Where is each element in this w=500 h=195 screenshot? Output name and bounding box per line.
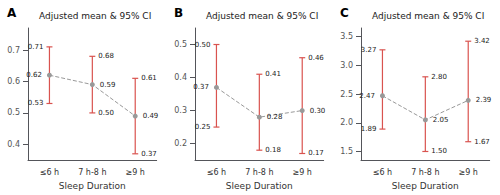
svg-text:0.4: 0.4 [174,73,187,82]
svg-text:1.5: 1.5 [340,147,353,156]
svg-text:Sleep Duration: Sleep Duration [226,181,293,191]
svg-text:0.37: 0.37 [193,83,209,91]
svg-text:0.62: 0.62 [26,71,42,79]
svg-text:0.17: 0.17 [308,149,324,157]
svg-text:≤6 h: ≤6 h [373,168,392,177]
svg-text:0.37: 0.37 [141,150,157,158]
svg-text:3.0: 3.0 [340,61,353,70]
svg-text:≥9 h: ≥9 h [459,168,478,177]
svg-text:0.49: 0.49 [143,112,159,120]
svg-text:2.80: 2.80 [431,73,447,81]
svg-text:≤6 h: ≤6 h [207,168,226,177]
svg-text:0.30: 0.30 [310,107,326,115]
svg-text:2.05: 2.05 [433,116,449,124]
svg-text:C: C [340,6,349,20]
svg-text:0.50: 0.50 [98,109,114,117]
svg-text:3.5: 3.5 [340,32,353,41]
svg-text:0.50: 0.50 [195,41,211,49]
svg-text:0.6: 0.6 [7,77,20,86]
svg-text:3.27: 3.27 [361,46,377,54]
svg-text:0.53: 0.53 [28,99,44,107]
svg-text:0.5: 0.5 [7,108,20,117]
svg-text:1.50: 1.50 [431,147,447,155]
svg-text:0.7: 0.7 [7,46,20,55]
svg-text:Adjusted mean & 95% CI: Adjusted mean & 95% CI [372,11,484,21]
svg-text:Adjusted mean & 95% CI: Adjusted mean & 95% CI [206,11,318,21]
svg-text:0.3: 0.3 [174,106,187,115]
svg-text:1.89: 1.89 [361,125,377,133]
svg-text:7 h-8 h: 7 h-8 h [78,168,106,177]
svg-text:Sleep Duration: Sleep Duration [59,181,126,191]
svg-text:0.71: 0.71 [28,43,44,51]
svg-text:2.39: 2.39 [476,96,492,104]
svg-text:A: A [7,6,17,20]
svg-text:7 h-8 h: 7 h-8 h [245,168,273,177]
svg-text:2.0: 2.0 [340,118,353,127]
svg-text:≥9 h: ≥9 h [293,168,312,177]
svg-text:Sleep Duration: Sleep Duration [392,181,459,191]
svg-text:0.68: 0.68 [98,52,114,60]
svg-text:0.18: 0.18 [265,146,281,154]
svg-text:0.5: 0.5 [174,40,187,49]
svg-text:0.41: 0.41 [265,70,281,78]
svg-text:0.2: 0.2 [174,139,187,148]
svg-text:0.59: 0.59 [100,81,116,89]
svg-text:Adjusted mean & 95% CI: Adjusted mean & 95% CI [39,11,151,21]
svg-text:0.46: 0.46 [308,54,324,62]
svg-text:2.47: 2.47 [359,92,375,100]
svg-text:1.67: 1.67 [474,138,490,146]
svg-text:3.42: 3.42 [474,37,490,45]
svg-text:0.28: 0.28 [267,113,283,121]
svg-text:0.61: 0.61 [141,74,157,82]
svg-text:≥9 h: ≥9 h [126,168,145,177]
svg-text:B: B [174,6,183,20]
svg-text:0.4: 0.4 [7,140,20,149]
svg-text:≤6 h: ≤6 h [40,168,59,177]
svg-text:7 h-8 h: 7 h-8 h [411,168,439,177]
svg-text:2.5: 2.5 [340,90,353,99]
svg-text:0.25: 0.25 [195,123,211,131]
